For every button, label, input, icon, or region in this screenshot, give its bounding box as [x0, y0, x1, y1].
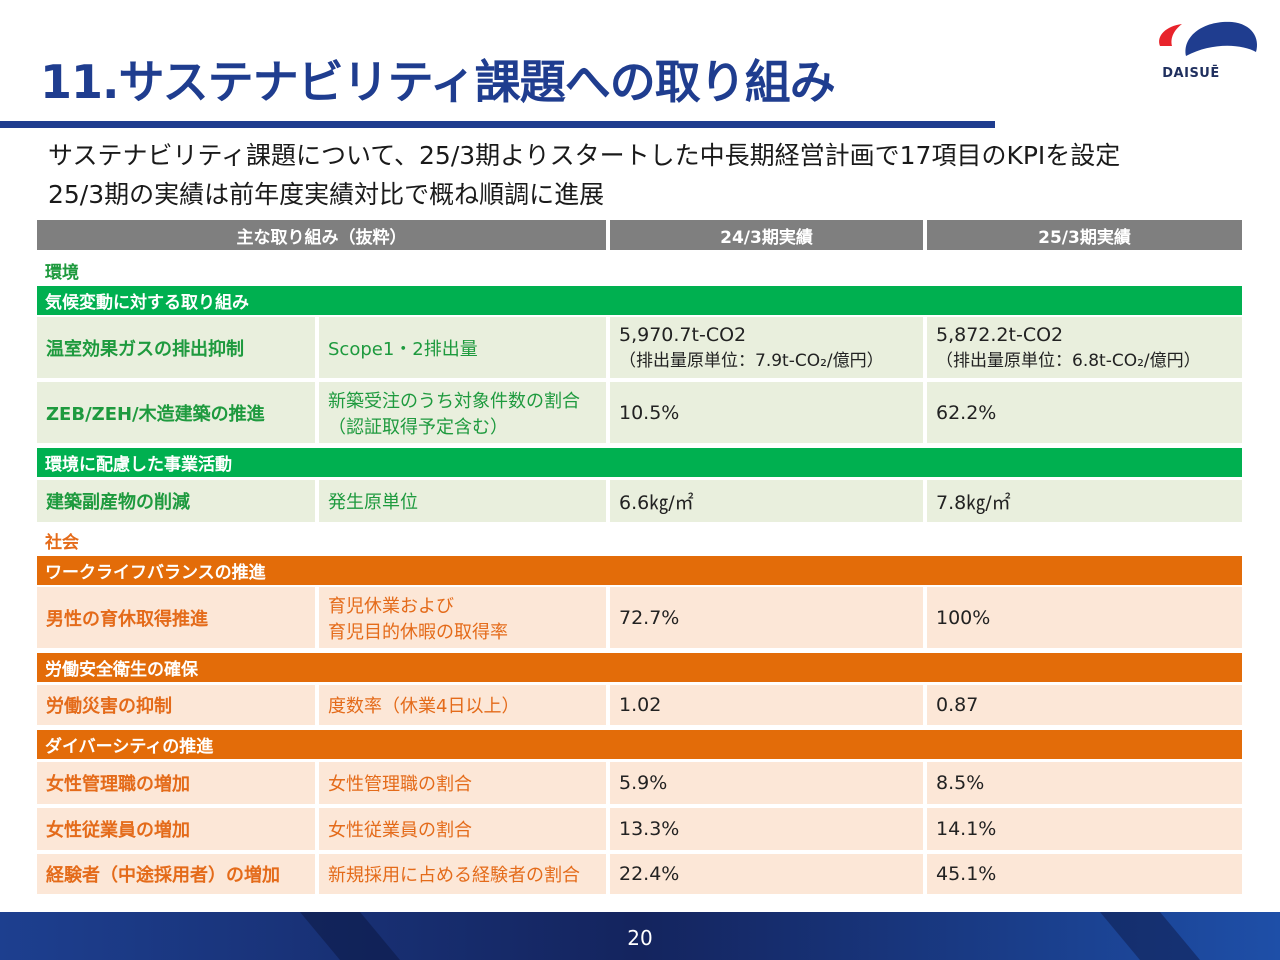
header-initiative: 主な取り組み（抜粋）	[37, 220, 606, 250]
summary: サステナビリティ課題について、25/3期よりスタートした中長期経営計画で17項目…	[48, 136, 1120, 214]
row-kpi: 新規採用に占める経験者の割合	[319, 854, 606, 894]
row-fy24: 10.5%	[610, 382, 923, 443]
row-fy24: 5,970.7t-CO2 （排出量原単位：7.9t-CO₂/億円）	[610, 317, 923, 378]
row-kpi: Scope1・2排出量	[319, 317, 606, 378]
row-fy25: 45.1%	[927, 854, 1242, 894]
header-fy25: 25/3期実績	[927, 220, 1242, 250]
row-item: ZEB/ZEH/木造建築の推進	[37, 382, 315, 443]
row-kpi: 度数率（休業4日以上）	[319, 685, 606, 725]
summary-line-2: 25/3期の実績は前年度実績対比で概ね順調に進展	[48, 180, 605, 209]
row-kpi: 育児休業および 育児目的休暇の取得率	[319, 587, 606, 648]
footer-bar	[0, 912, 1280, 960]
daisue-logo-icon	[1159, 21, 1257, 56]
category-social: 社会	[45, 533, 79, 553]
row-fy25: 8.5%	[927, 762, 1242, 804]
summary-line-1: サステナビリティ課題について、25/3期よりスタートした中長期経営計画で17項目…	[48, 141, 1121, 170]
page-number: 20	[627, 926, 653, 950]
row-kpi: 新築受注のうち対象件数の割合 （認証取得予定含む）	[319, 382, 606, 443]
row-fy24: 6.6㎏/㎡	[610, 480, 923, 522]
row-fy25: 14.1%	[927, 808, 1242, 850]
row-fy25: 100%	[927, 587, 1242, 648]
row-fy24: 22.4%	[610, 854, 923, 894]
category-environment: 環境	[45, 263, 79, 283]
row-item: 労働災害の抑制	[37, 685, 315, 725]
row-item: 女性管理職の増加	[37, 762, 315, 804]
row-item: 男性の育休取得推進	[37, 587, 315, 648]
row-fy25: 7.8㎏/㎡	[927, 480, 1242, 522]
row-kpi: 発生原単位	[319, 480, 606, 522]
row-item: 温室効果ガスの排出抑制	[37, 317, 315, 378]
row-item: 建築副産物の削減	[37, 480, 315, 522]
row-fy24: 5.9%	[610, 762, 923, 804]
page-title: 11.サステナビリティ課題への取り組み	[40, 55, 836, 109]
section-climate: 気候変動に対する取り組み	[37, 286, 1242, 315]
row-fy24: 1.02	[610, 685, 923, 725]
section-safety: 労働安全衛生の確保	[37, 653, 1242, 682]
header-fy24: 24/3期実績	[610, 220, 923, 250]
row-fy24: 13.3%	[610, 808, 923, 850]
row-kpi: 女性管理職の割合	[319, 762, 606, 804]
row-fy25: 5,872.2t-CO2 （排出量原単位：6.8t-CO₂/億円）	[927, 317, 1242, 378]
row-fy24: 72.7%	[610, 587, 923, 648]
row-fy25: 0.87	[927, 685, 1242, 725]
section-eco-business: 環境に配慮した事業活動	[37, 448, 1242, 477]
title-rule	[0, 121, 995, 128]
logo-text: DAISUĒ	[1162, 66, 1220, 81]
section-work-life: ワークライフバランスの推進	[37, 556, 1242, 585]
row-item: 経験者（中途採用者）の増加	[37, 854, 315, 894]
row-item: 女性従業員の増加	[37, 808, 315, 850]
row-kpi: 女性従業員の割合	[319, 808, 606, 850]
row-fy25: 62.2%	[927, 382, 1242, 443]
section-diversity: ダイバーシティの推進	[37, 730, 1242, 759]
